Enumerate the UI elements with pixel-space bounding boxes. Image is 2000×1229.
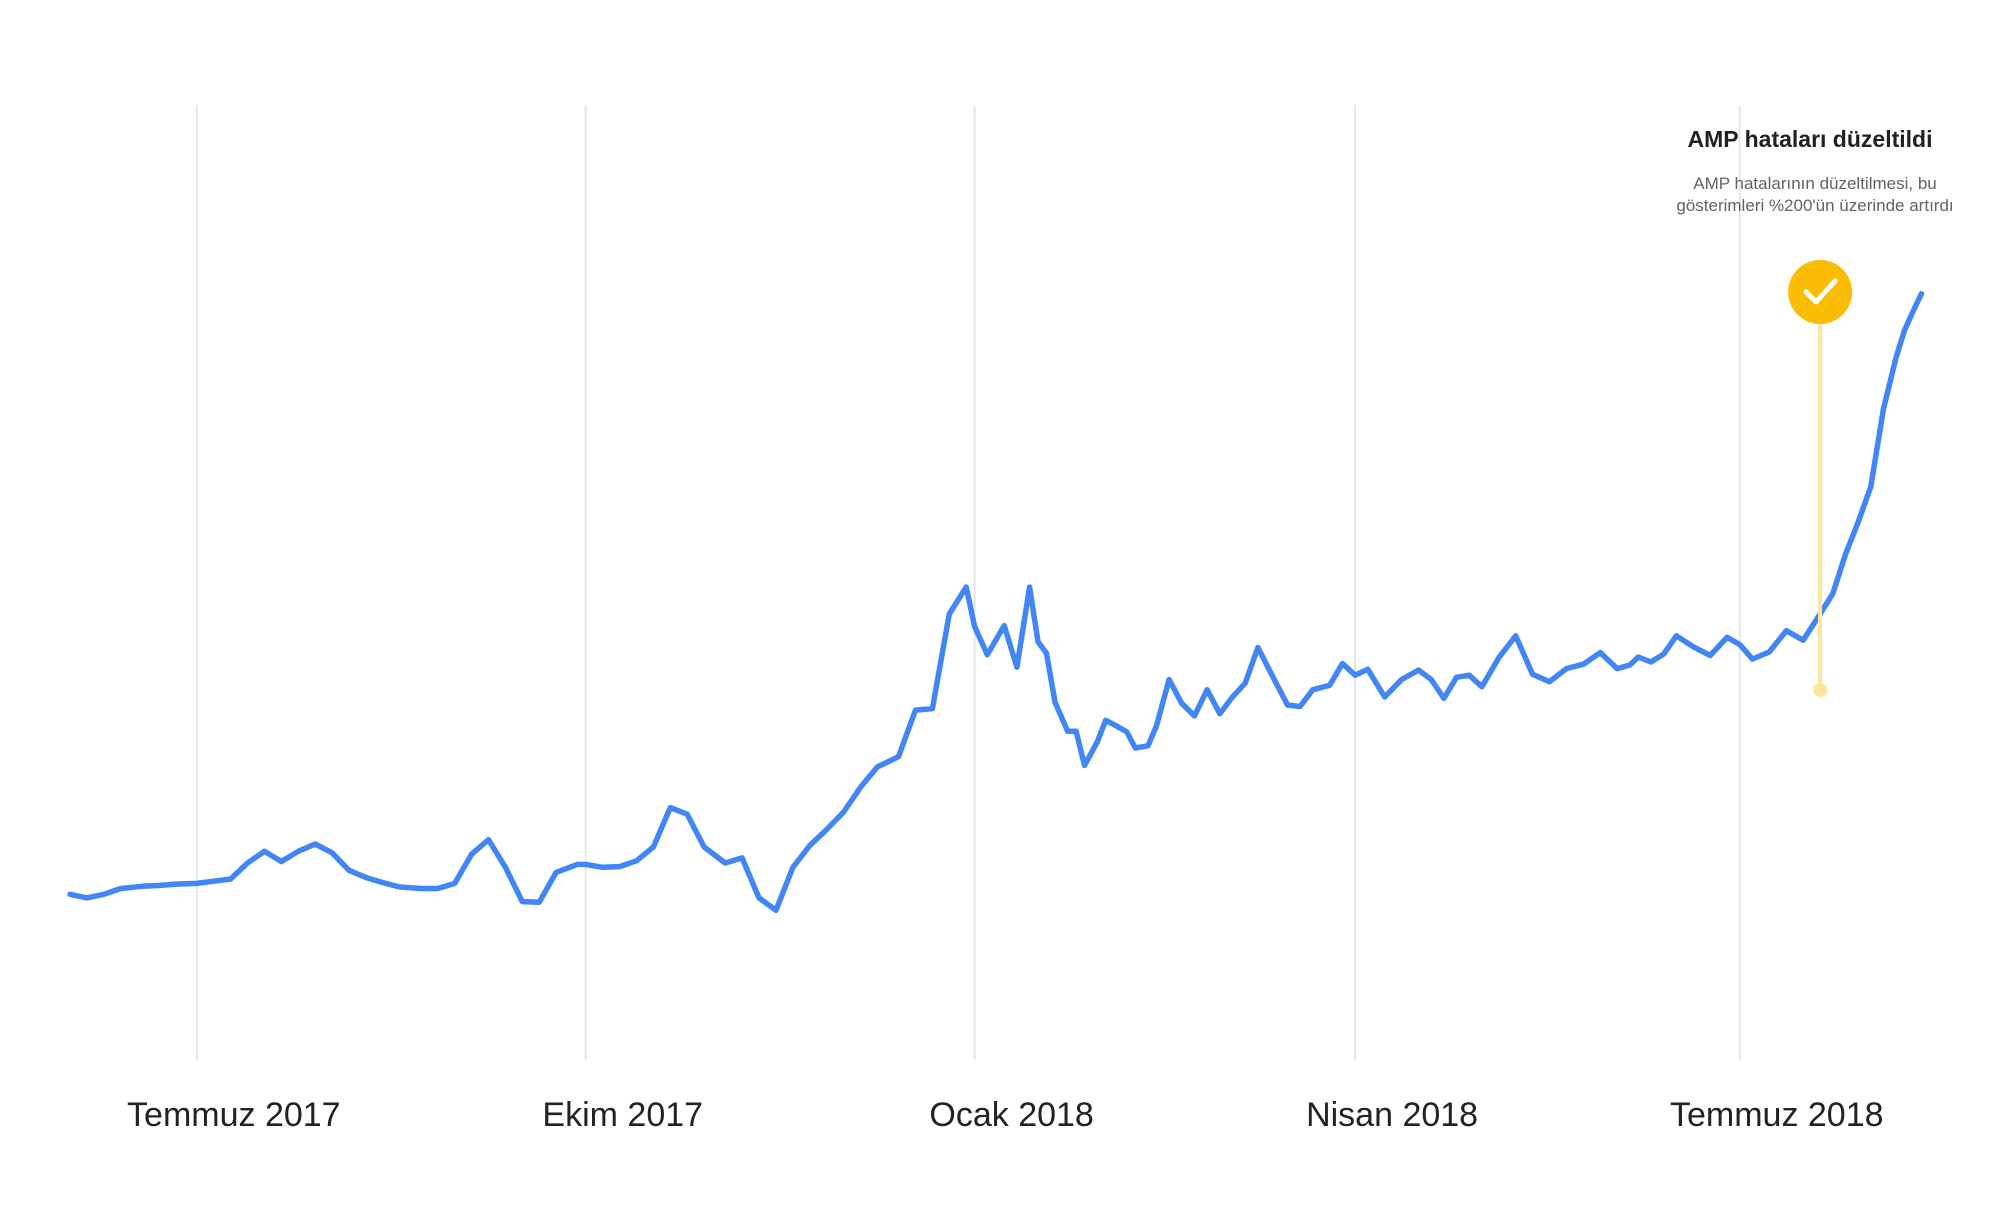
annotation-point (1813, 683, 1828, 697)
x-tick-label: Ekim 2017 (542, 1096, 703, 1134)
x-tick-label: Ocak 2018 (929, 1096, 1093, 1134)
x-axis-tick-labels: Temmuz 2017 Ekim 2017 Ocak 2018 Nisan 2018 T… (127, 1096, 1884, 1134)
annotation-title: AMP hataları düzeltildi (1687, 126, 1933, 152)
x-tick-label: Nisan 2018 (1306, 1096, 1478, 1134)
annotation-badge (1788, 260, 1853, 324)
annotation-text: AMP hatalarının düzeltilmesi, bu gösteri… (1676, 174, 1954, 215)
series-layer (67, 290, 1925, 914)
x-tick-label: Temmuz 2017 (127, 1096, 341, 1134)
check-icon (1803, 278, 1838, 305)
x-tick-label: Temmuz 2018 (1670, 1096, 1884, 1134)
series-line (67, 290, 1925, 914)
gridlines (195, 105, 1741, 1060)
annotation-marker (1788, 260, 1853, 697)
